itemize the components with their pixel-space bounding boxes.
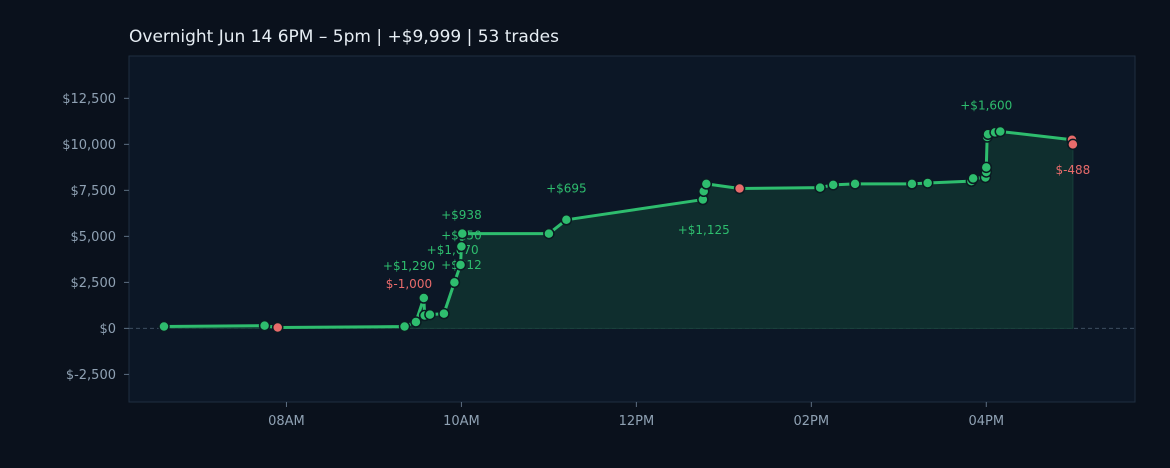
y-tick-label: $10,000 [62, 138, 116, 153]
win-trade-marker [456, 227, 469, 240]
y-tick-label: $12,500 [62, 92, 116, 107]
win-trade-marker [424, 308, 436, 321]
x-tick-label: 12PM [619, 414, 655, 429]
win-trade-marker [980, 161, 993, 174]
y-tick-label: $7,500 [71, 184, 117, 199]
x-tick-label: 08AM [268, 414, 305, 429]
trade-annotations: $-1,000+$1,290+$812+$1,070+$250+$938+$69… [383, 99, 1090, 292]
x-tick-label: 10AM [443, 414, 480, 429]
win-trade-marker [967, 172, 979, 185]
y-tick-label: $2,500 [71, 276, 117, 291]
loss-trade-marker [271, 321, 284, 334]
win-trade-marker [158, 320, 170, 333]
win-trade-marker [398, 320, 411, 333]
win-trade-marker [410, 316, 422, 328]
chart-title: Overnight Jun 14 6PM – 5pm | +$9,999 | 5… [129, 27, 559, 47]
win-trade-marker [454, 259, 467, 271]
y-axis: $-2,500 $0 $2,500 $5,000 $7,500 $10,000 $12,50… [62, 92, 129, 383]
win-trade-marker [560, 214, 573, 226]
trade-markers [158, 125, 1079, 334]
trade-annotation: +$1,600 [960, 99, 1012, 113]
win-trade-marker [438, 307, 450, 320]
win-trade-marker [258, 319, 271, 332]
win-trade-marker [455, 240, 468, 253]
trade-annotation: +$1,290 [383, 259, 435, 273]
win-trade-marker [906, 178, 918, 190]
x-tick-label: 04PM [968, 414, 1004, 429]
trade-annotation: +$1,070 [427, 243, 479, 257]
win-trade-marker [448, 276, 461, 289]
trade-annotation: +$1,125 [678, 223, 730, 237]
win-trade-marker [827, 179, 839, 191]
x-axis: 08AM 10AM 12PM 02PM 04PM [268, 402, 1004, 429]
win-trade-marker [849, 178, 861, 190]
win-trade-marker [418, 292, 430, 304]
trade-annotation: $-488 [1055, 163, 1090, 177]
y-tick-label: $-2,500 [66, 368, 116, 383]
win-trade-marker [921, 177, 934, 189]
trade-annotation: $-1,000 [386, 277, 432, 291]
y-tick-label: $0 [99, 322, 116, 337]
win-trade-marker [700, 178, 713, 190]
trade-annotation: +$938 [441, 208, 482, 222]
trade-annotation: +$695 [546, 182, 587, 196]
x-tick-label: 02PM [794, 414, 830, 429]
loss-trade-marker [1067, 138, 1079, 151]
win-trade-marker [994, 125, 1007, 138]
win-trade-marker [814, 181, 826, 194]
y-tick-label: $5,000 [71, 230, 117, 245]
win-trade-marker [543, 227, 555, 240]
loss-trade-marker [733, 182, 746, 195]
